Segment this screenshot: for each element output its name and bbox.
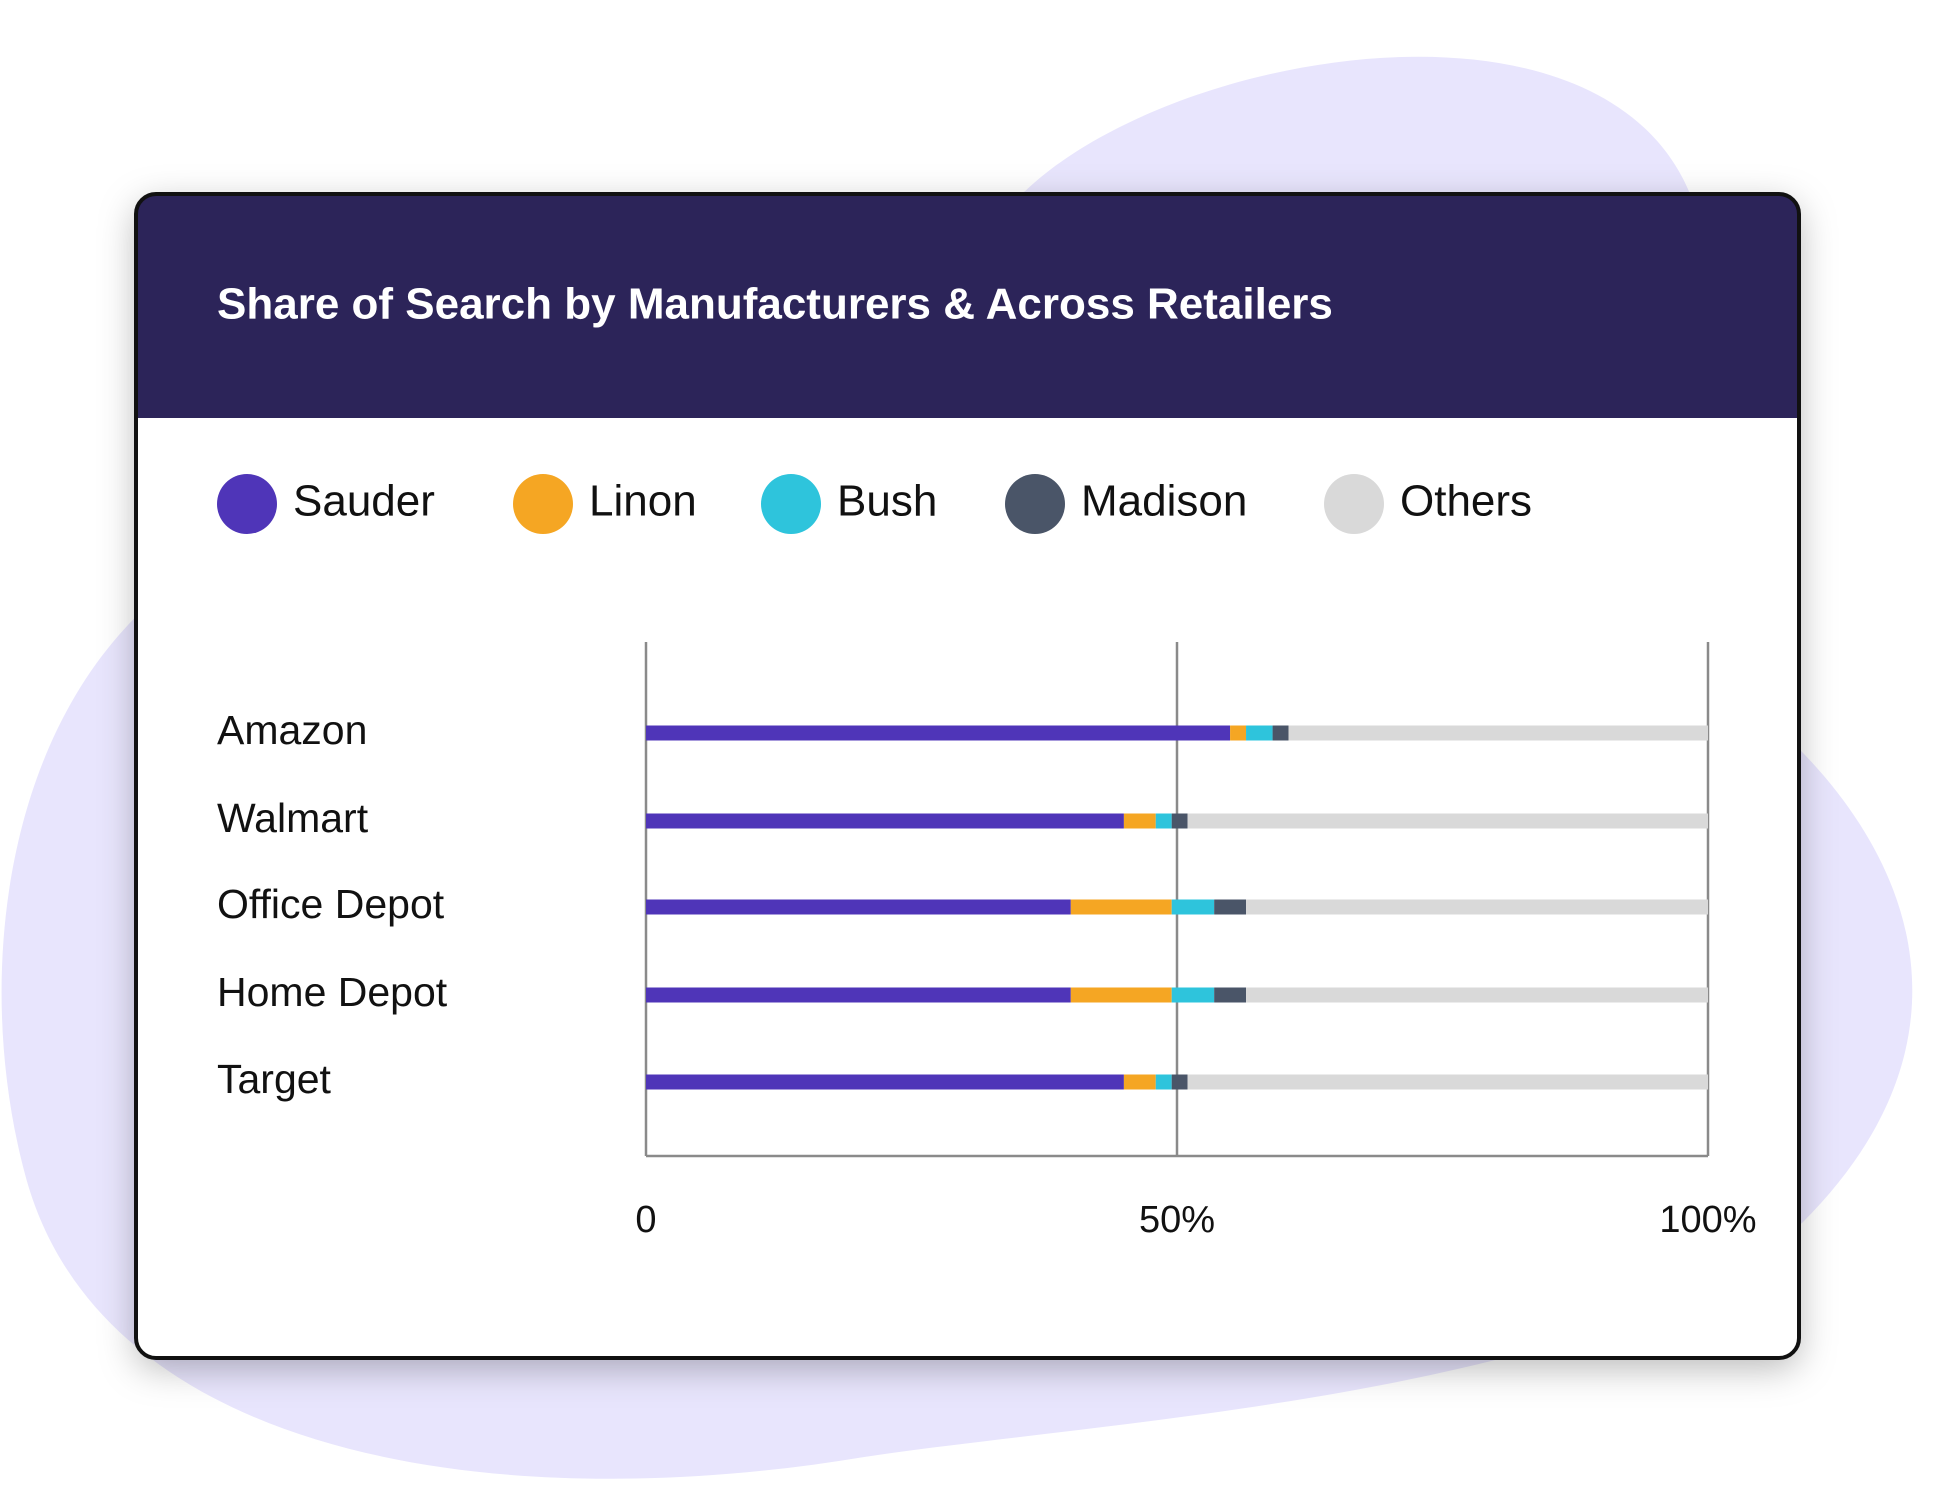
legend-swatch [217,474,277,534]
card-header [136,194,1799,418]
bar-segment [1246,725,1273,741]
legend-swatch [513,474,573,534]
bar-segment [1171,813,1188,829]
bar-segment [1187,1074,1708,1090]
y-tick-label: Home Depot [217,969,448,1015]
legend-label: Madison [1081,477,1247,526]
bar-segment [1187,813,1708,829]
bar-segment [1070,987,1172,1003]
bar-segment [1155,1074,1172,1090]
y-tick-label: Office Depot [217,881,445,927]
y-tick-label: Walmart [217,795,369,841]
bar-segment [1171,899,1215,915]
bar-segment [1246,987,1708,1003]
legend-swatch [1324,474,1384,534]
y-tick-label: Amazon [217,707,367,753]
x-tick-label: 100% [1659,1199,1756,1241]
bar-segment [1171,1074,1188,1090]
bar-segment [1171,987,1215,1003]
legend-label: Bush [837,477,937,526]
bar-segment [1070,899,1172,915]
chart-title: Share of Search by Manufacturers & Acros… [217,280,1333,329]
bar-segment [1155,813,1172,829]
bar-segment [646,725,1231,741]
legend-swatch [761,474,821,534]
legend-label: Sauder [293,477,435,526]
x-tick-label: 50% [1139,1199,1215,1241]
card-border [134,192,1801,1360]
bar-segment [646,987,1071,1003]
bar-segment [1123,1074,1156,1090]
bar-segment [646,1074,1124,1090]
legend-label: Linon [589,477,697,526]
bar-segment [1214,987,1247,1003]
bar-segment [1230,725,1247,741]
legend-label: Others [1400,477,1532,526]
x-tick-label: 0 [635,1199,656,1241]
bar-segment [1288,725,1708,741]
bar-segment [1214,899,1247,915]
y-tick-label: Target [217,1056,332,1102]
bar-segment [1246,899,1708,915]
bar-segment [646,813,1124,829]
bar-segment [1272,725,1289,741]
bar-segment [1123,813,1156,829]
bar-segment [646,899,1071,915]
legend-swatch [1005,474,1065,534]
